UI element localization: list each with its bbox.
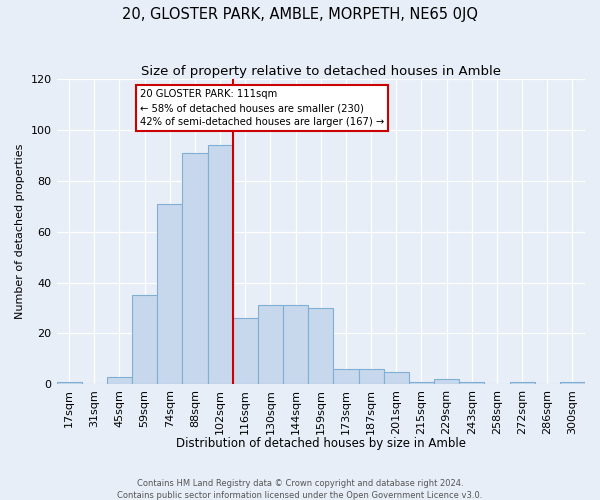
Bar xyxy=(509,382,535,384)
Bar xyxy=(383,372,409,384)
X-axis label: Distribution of detached houses by size in Amble: Distribution of detached houses by size … xyxy=(176,437,466,450)
Y-axis label: Number of detached properties: Number of detached properties xyxy=(15,144,25,320)
Text: 20 GLOSTER PARK: 111sqm
← 58% of detached houses are smaller (230)
42% of semi-d: 20 GLOSTER PARK: 111sqm ← 58% of detache… xyxy=(140,90,384,128)
Bar xyxy=(434,379,459,384)
Bar xyxy=(107,376,132,384)
Text: Contains HM Land Registry data © Crown copyright and database right 2024.
Contai: Contains HM Land Registry data © Crown c… xyxy=(118,478,482,500)
Bar xyxy=(283,306,308,384)
Text: 20, GLOSTER PARK, AMBLE, MORPETH, NE65 0JQ: 20, GLOSTER PARK, AMBLE, MORPETH, NE65 0… xyxy=(122,8,478,22)
Bar xyxy=(208,146,233,384)
Bar xyxy=(258,306,283,384)
Title: Size of property relative to detached houses in Amble: Size of property relative to detached ho… xyxy=(141,65,501,78)
Bar xyxy=(334,369,359,384)
Bar xyxy=(233,318,258,384)
Bar xyxy=(308,308,334,384)
Bar xyxy=(560,382,585,384)
Bar xyxy=(359,369,383,384)
Bar xyxy=(157,204,182,384)
Bar xyxy=(409,382,434,384)
Bar xyxy=(56,382,82,384)
Bar xyxy=(132,296,157,384)
Bar xyxy=(182,153,208,384)
Bar xyxy=(459,382,484,384)
